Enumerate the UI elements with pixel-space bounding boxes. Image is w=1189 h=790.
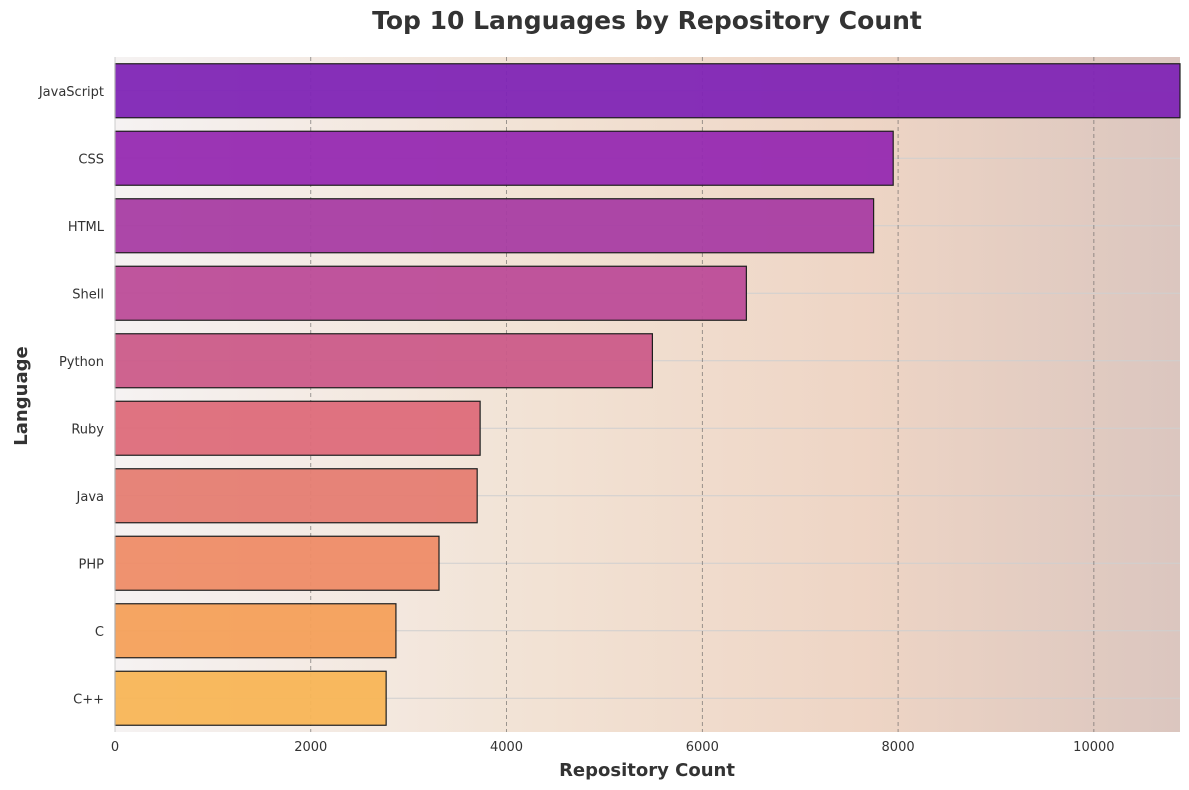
y-tick-label: Java [76, 490, 104, 505]
y-axis-label: Language [11, 346, 32, 445]
y-tick-label: Ruby [71, 422, 104, 437]
bar-javascript [114, 63, 1181, 119]
bar-css [114, 130, 894, 186]
x-axis-label: Repository Count [559, 760, 735, 781]
x-tick-label: 6000 [686, 740, 719, 755]
bar-php [114, 535, 440, 591]
x-tick-label: 8000 [882, 740, 915, 755]
y-tick-label: JavaScript [38, 85, 104, 100]
x-tick-label: 0 [111, 740, 119, 755]
bar-cpp [114, 670, 387, 726]
chart-title: Top 10 Languages by Repository Count [372, 6, 922, 35]
bar-shell [114, 265, 747, 321]
bar-python [114, 333, 653, 389]
x-tick-labels: 0 2000 4000 6000 8000 10000 [111, 740, 1115, 755]
y-tick-labels: JavaScript CSS HTML Shell Python Ruby Java PHP C… [38, 85, 105, 708]
y-tick-label: PHP [79, 557, 105, 572]
bar-java [114, 468, 478, 524]
bar-html [114, 198, 875, 254]
y-tick-label: CSS [78, 152, 104, 167]
y-tick-label: C++ [73, 692, 104, 707]
bar-ruby [114, 400, 481, 456]
y-tick-label: HTML [68, 220, 105, 235]
x-tick-label: 10000 [1073, 740, 1114, 755]
y-tick-label: Python [59, 355, 104, 370]
x-tick-label: 4000 [490, 740, 523, 755]
y-tick-label: Shell [72, 287, 104, 302]
bars-group [114, 63, 1181, 726]
bar-c [114, 603, 397, 659]
x-tick-label: 2000 [294, 740, 327, 755]
y-tick-label: C [95, 625, 104, 640]
